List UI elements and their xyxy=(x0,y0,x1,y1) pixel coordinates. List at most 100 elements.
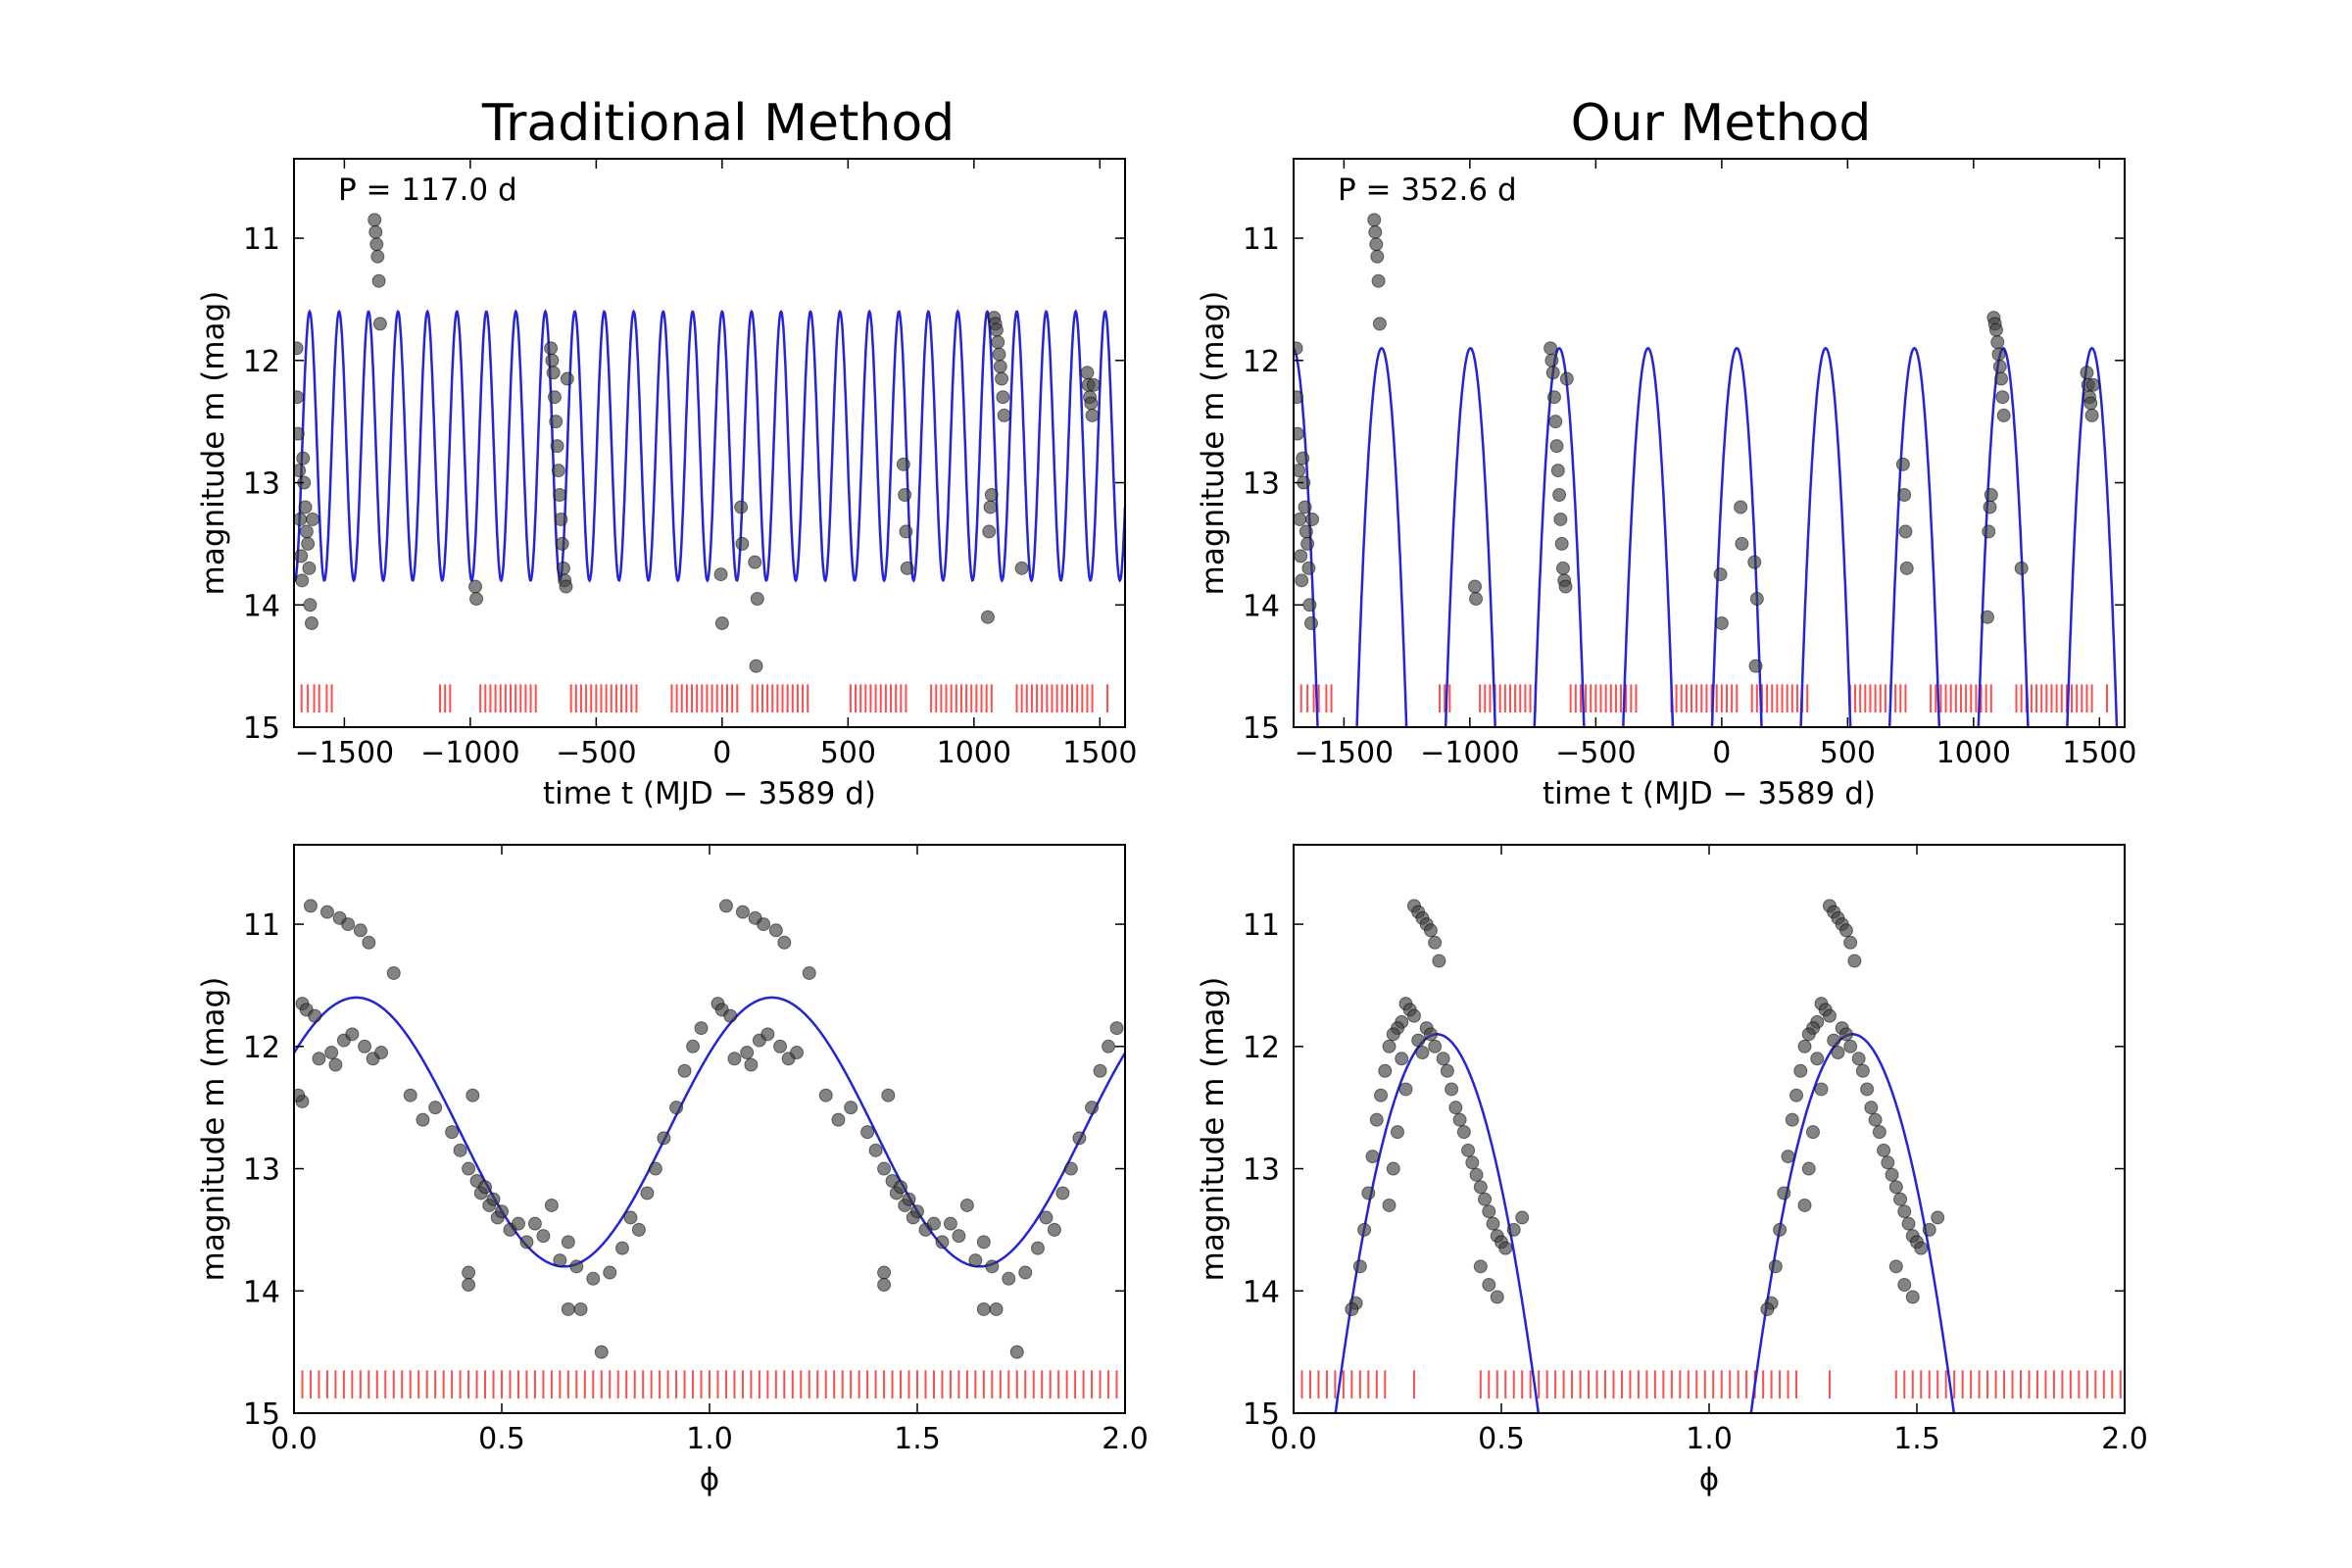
data-point xyxy=(896,457,910,471)
data-point xyxy=(1461,1143,1476,1157)
data-point xyxy=(468,579,483,594)
x-tick-label: 1.5 xyxy=(1893,1422,1940,1456)
period-annotation: P = 352.6 d xyxy=(1338,172,1517,208)
data-point xyxy=(1482,1278,1496,1293)
data-point xyxy=(669,1101,684,1115)
data-point xyxy=(553,1253,567,1268)
x-tick-label: 0 xyxy=(1712,736,1731,770)
data-point xyxy=(368,224,383,239)
data-point xyxy=(1302,598,1317,612)
data-point xyxy=(561,1235,575,1250)
y-tick-label: 14 xyxy=(243,589,280,623)
data-point xyxy=(1895,457,1910,471)
data-point xyxy=(1822,1008,1837,1023)
y-tick-label: 12 xyxy=(1243,345,1280,379)
data-point xyxy=(555,536,569,551)
panel-1: −1500 −1000 −500 0 500 1000 1500 11 12 13 14 15 time… xyxy=(196,158,1137,811)
data-point xyxy=(462,1265,476,1280)
data-point xyxy=(386,965,401,980)
data-point xyxy=(1749,592,1764,607)
data-point xyxy=(478,1180,493,1195)
axes-frame xyxy=(293,844,1126,1414)
x-tick-label: 500 xyxy=(820,736,876,770)
data-point xyxy=(1885,1167,1899,1182)
data-point xyxy=(1009,1345,1024,1359)
data-point xyxy=(750,592,764,607)
data-point xyxy=(556,561,570,575)
data-point xyxy=(1893,1192,1908,1206)
data-point xyxy=(2084,408,2099,422)
y-axis-label: magnitude m (mag) xyxy=(1196,977,1231,1282)
data-point xyxy=(1093,1063,1107,1078)
data-point xyxy=(1300,536,1315,551)
data-point xyxy=(1002,1271,1016,1286)
data-point xyxy=(594,1345,609,1359)
data-point xyxy=(1877,1143,1891,1157)
data-point xyxy=(1931,1210,1945,1225)
data-point xyxy=(1785,1112,1799,1127)
data-point xyxy=(1301,561,1316,575)
data-point xyxy=(511,1216,525,1231)
data-point xyxy=(372,317,387,331)
data-point xyxy=(2014,561,2029,575)
data-point xyxy=(546,366,561,380)
data-point xyxy=(640,1186,655,1200)
panel-3: 0.0 0.5 1.0 1.5 2.0 11 12 13 14 15 ϕ magnitude m (m… xyxy=(196,844,1149,1497)
data-point xyxy=(549,415,564,429)
data-point xyxy=(1448,1101,1463,1115)
data-point xyxy=(648,1161,662,1176)
data-point xyxy=(559,579,573,594)
data-point xyxy=(1838,1027,1853,1042)
data-point xyxy=(996,390,1010,405)
data-point xyxy=(694,1021,709,1036)
data-point xyxy=(545,353,560,368)
data-point xyxy=(495,1204,509,1219)
plot-area xyxy=(294,213,1125,713)
data-point xyxy=(1888,1180,1903,1195)
data-point xyxy=(294,426,305,441)
data-point xyxy=(1370,249,1385,264)
data-point xyxy=(727,1052,742,1066)
data-point xyxy=(1436,1052,1450,1066)
y-axis-label: magnitude m (mag) xyxy=(196,977,231,1282)
data-point xyxy=(1386,1027,1400,1042)
data-point xyxy=(303,899,318,913)
data-point xyxy=(561,1301,575,1316)
data-point xyxy=(294,549,309,564)
x-axis-label: ϕ xyxy=(1699,1462,1719,1497)
y-tick-label: 13 xyxy=(1243,467,1280,502)
x-tick-label: −1000 xyxy=(1420,736,1519,770)
data-point xyxy=(536,1229,551,1244)
data-point xyxy=(1072,1131,1087,1146)
data-point xyxy=(757,917,771,932)
data-point xyxy=(1905,1290,1920,1304)
x-tick-label: −500 xyxy=(1555,736,1636,770)
data-point xyxy=(1768,1259,1783,1274)
plot-area xyxy=(294,899,1125,1399)
data-point xyxy=(1899,561,1914,575)
data-point xyxy=(1371,273,1386,288)
column-title-traditional: Traditional Method xyxy=(481,94,955,153)
data-point xyxy=(519,1235,534,1250)
data-point xyxy=(1294,549,1308,564)
data-point xyxy=(370,249,385,264)
data-point xyxy=(1735,536,1749,551)
data-point xyxy=(1423,1027,1438,1042)
data-point xyxy=(790,1046,805,1060)
data-point xyxy=(1294,426,1304,441)
data-point xyxy=(303,598,318,612)
data-point xyxy=(1411,1033,1426,1048)
data-point xyxy=(1549,439,1564,454)
x-tick-label: 1.0 xyxy=(1686,1422,1733,1456)
data-point xyxy=(306,512,320,526)
period-annotation: P = 117.0 d xyxy=(338,172,517,208)
data-point xyxy=(573,1301,588,1316)
data-point xyxy=(1395,1052,1409,1066)
data-point xyxy=(324,1046,339,1060)
y-tick-label: 12 xyxy=(1243,1031,1280,1065)
data-point xyxy=(935,1235,950,1250)
axes-frame xyxy=(1293,158,2126,728)
data-point xyxy=(749,659,763,673)
data-point xyxy=(991,335,1005,350)
y-tick-label: 14 xyxy=(243,1275,280,1309)
